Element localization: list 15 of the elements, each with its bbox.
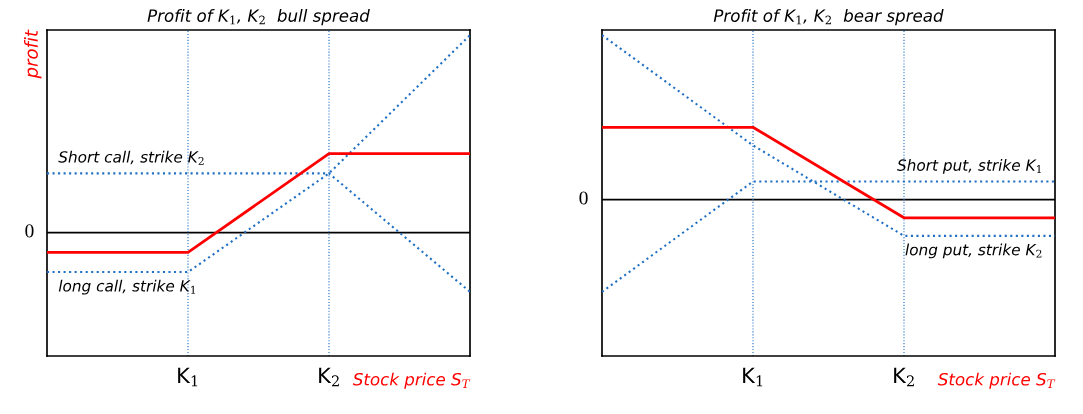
- series-label: Short put, strike K$_{1}$: [897, 159, 1041, 174]
- x-tick-label: K$_{2}$: [319, 367, 339, 387]
- series-label: Short call, strike K$_{2}$: [58, 150, 204, 165]
- ref-line-label: 0: [579, 191, 588, 205]
- series-label: long call, strike K$_{1}$: [58, 279, 196, 295]
- y-axis-title: profit: [23, 29, 42, 79]
- x-tick-label: K$_{2}$: [894, 367, 914, 387]
- x-tick-label: K$_{1}$: [178, 367, 198, 387]
- chart-title: Profit of K$_{1}$, K$_{2}$ bear spread: [713, 9, 944, 26]
- series-label: long put, strike K$_{2}$: [905, 243, 1042, 259]
- x-axis-title: Stock price S$_{T}$: [352, 372, 471, 389]
- ref-line-label: 0: [25, 224, 34, 238]
- x-axis-title: Stock price S$_{T}$: [937, 372, 1056, 389]
- x-tick-label: K$_{1}$: [743, 367, 763, 387]
- chart-title: Profit of K$_{1}$, K$_{2}$ bull spread: [147, 9, 370, 26]
